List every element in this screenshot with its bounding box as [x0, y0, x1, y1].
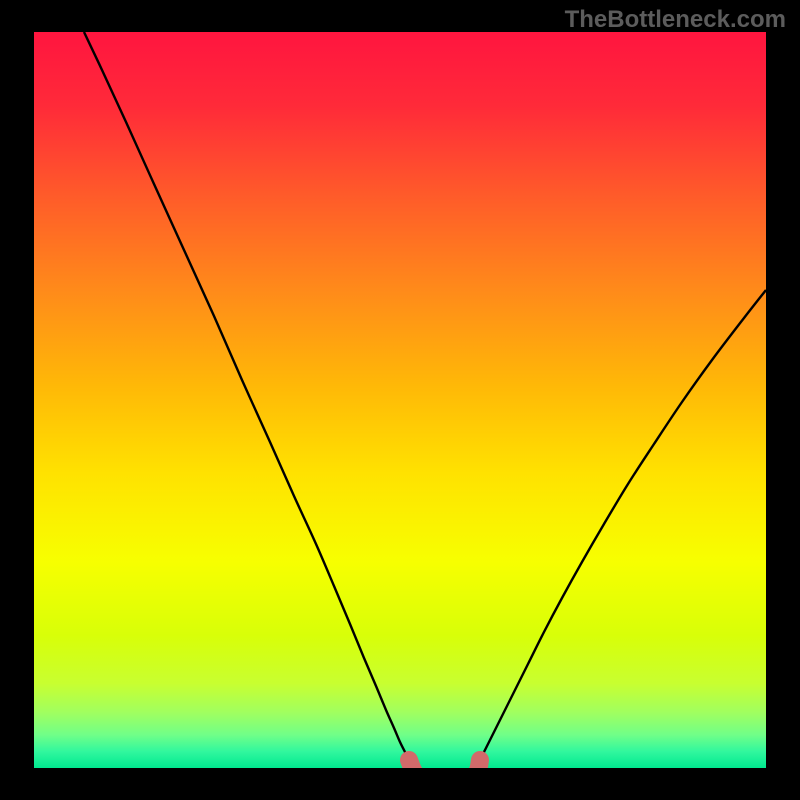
valley-marker — [409, 760, 480, 768]
left-curve — [84, 32, 409, 760]
watermark-text: TheBottleneck.com — [565, 6, 786, 34]
plot-area — [34, 32, 766, 768]
chart-container: TheBottleneck.com — [0, 0, 800, 800]
right-curve — [480, 290, 766, 760]
curve-overlay — [34, 32, 766, 768]
